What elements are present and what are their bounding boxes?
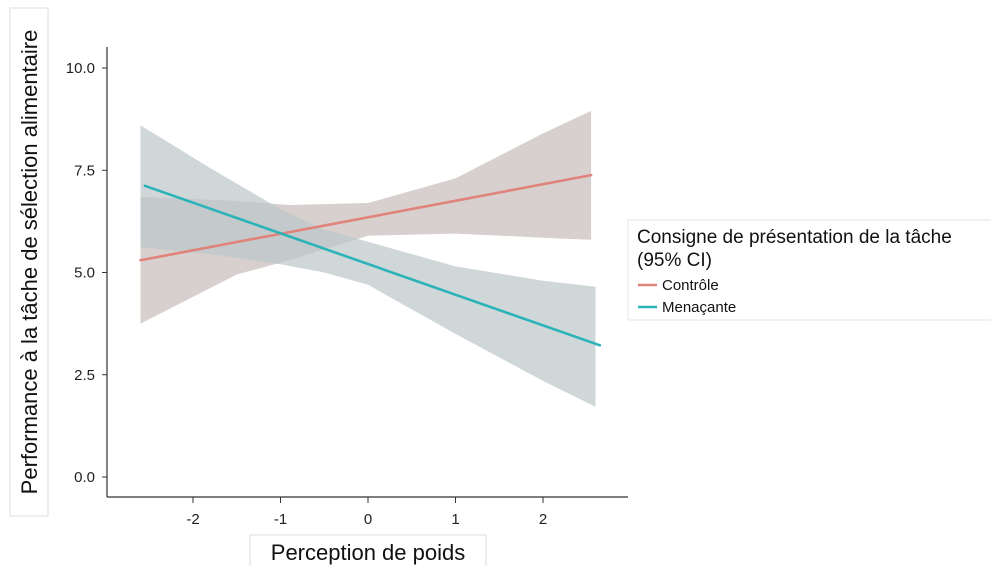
legend-box — [627, 219, 991, 321]
legend-label-menacante: Menaçante — [662, 299, 736, 316]
series-line-controle — [139, 173, 593, 262]
series-line-menacante — [143, 184, 602, 347]
legend-title-line1: Consigne de présentation de la tâche — [637, 227, 952, 248]
x-tick-label: 1 — [451, 511, 459, 528]
y-tick-label: 5.0 — [74, 265, 95, 282]
legend-title-line2: (95% CI) — [637, 250, 712, 271]
y-tick-label: 7.5 — [74, 162, 95, 179]
series-lines — [139, 173, 602, 347]
y-tick-label: 0.0 — [74, 469, 95, 486]
y-axis-title-box — [9, 7, 49, 517]
x-tick-label: 0 — [364, 511, 372, 528]
legend-label-controle: Contrôle — [662, 277, 719, 294]
y-tick-label: 10.0 — [66, 60, 95, 77]
y-tick-label: 2.5 — [74, 367, 95, 384]
x-axis-title: Perception de poids — [271, 540, 465, 565]
ci-band-menacante — [140, 125, 596, 407]
confidence-bands — [140, 110, 596, 407]
legend: Consigne de présentation de la tâche (95… — [627, 219, 991, 321]
x-tick-label: 2 — [539, 511, 547, 528]
y-axis-title: Performance à la tâche de sélection alim… — [17, 30, 42, 495]
y-ticks: 0.0 2.5 5.0 7.5 10.0 — [66, 60, 107, 486]
x-axis-title-box — [249, 534, 487, 566]
x-ticks: -2 -1 0 1 2 — [186, 497, 547, 528]
x-tick-label: -1 — [274, 511, 287, 528]
x-tick-label: -2 — [186, 511, 199, 528]
legend-items: Contrôle Menaçante — [638, 277, 736, 316]
